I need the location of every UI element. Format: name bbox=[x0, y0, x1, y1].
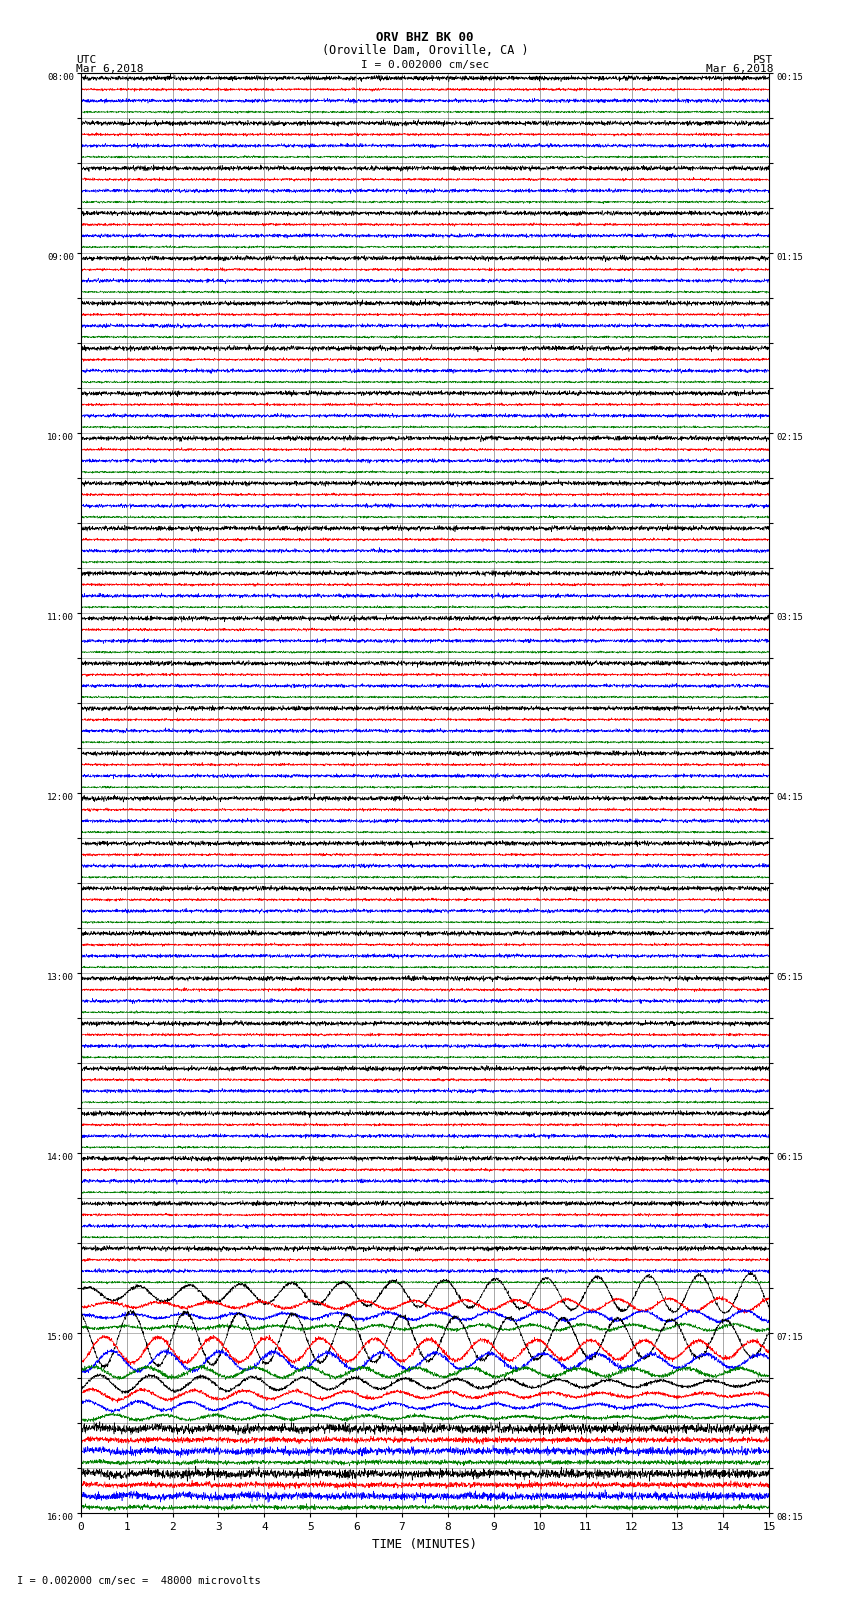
Text: I = 0.002000 cm/sec =  48000 microvolts: I = 0.002000 cm/sec = 48000 microvolts bbox=[17, 1576, 261, 1586]
Text: I = 0.002000 cm/sec: I = 0.002000 cm/sec bbox=[361, 60, 489, 69]
Text: UTC: UTC bbox=[76, 55, 97, 65]
Text: PST: PST bbox=[753, 55, 774, 65]
Text: Mar 6,2018: Mar 6,2018 bbox=[76, 65, 144, 74]
Text: ORV BHZ BK 00: ORV BHZ BK 00 bbox=[377, 31, 473, 44]
Text: (Oroville Dam, Oroville, CA ): (Oroville Dam, Oroville, CA ) bbox=[321, 44, 529, 56]
X-axis label: TIME (MINUTES): TIME (MINUTES) bbox=[372, 1537, 478, 1550]
Text: Mar 6,2018: Mar 6,2018 bbox=[706, 65, 774, 74]
